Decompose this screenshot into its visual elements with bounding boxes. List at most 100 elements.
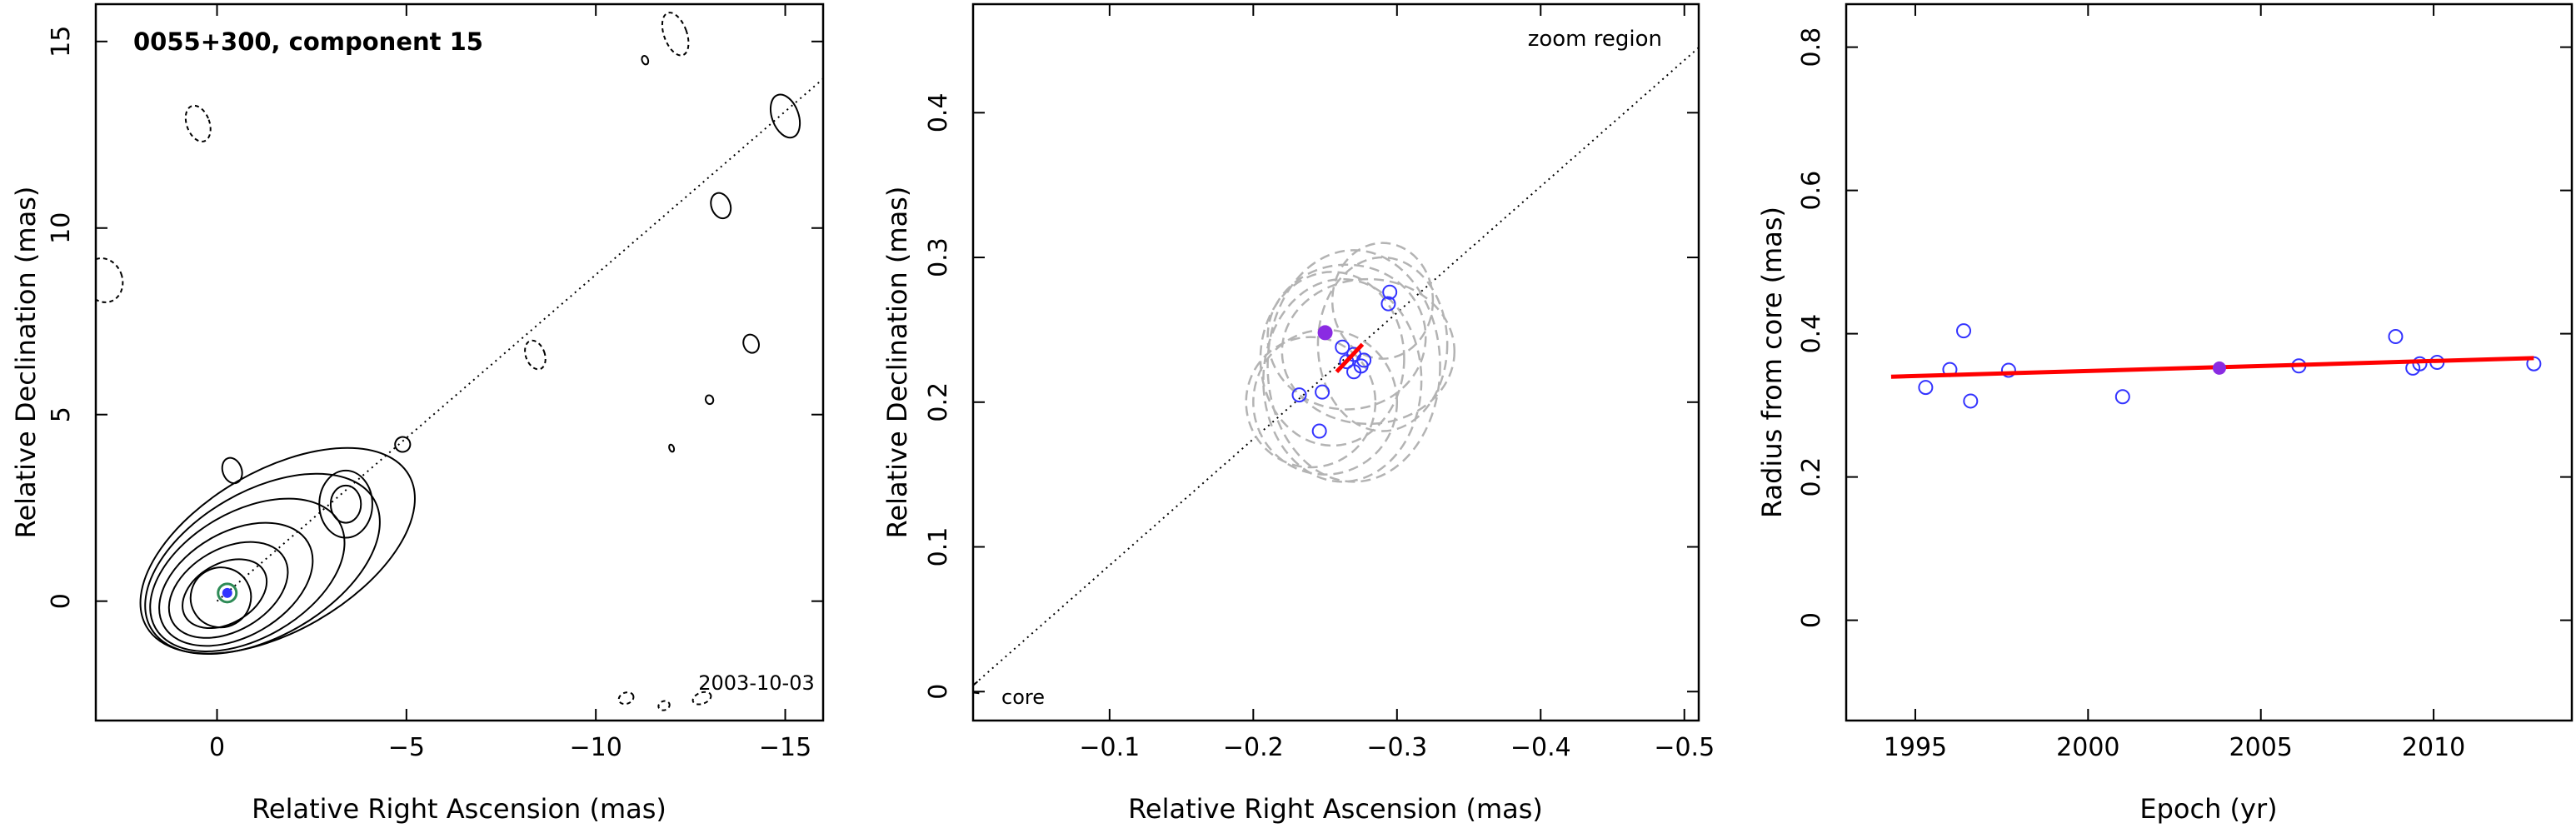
contour-island (704, 394, 715, 406)
negative-contour (96, 257, 124, 303)
p2-xtick-label: −0.1 (1079, 733, 1140, 762)
gaussian-size-ellipse (1262, 277, 1423, 483)
p3-ytick-label: 0 (1797, 612, 1826, 628)
radius-point (1956, 323, 1972, 339)
position-point (1315, 384, 1330, 400)
p2-xtick-label: −0.5 (1654, 733, 1715, 762)
p3-ytick-label: 0.4 (1797, 314, 1826, 354)
negative-contour (524, 339, 547, 371)
radius-point (2114, 389, 2130, 405)
p1-xtick-label: −15 (759, 733, 811, 762)
panel2-frame (971, 2, 1700, 722)
p3-xtick-label: 2010 (2402, 733, 2465, 762)
p3-ytick-label: 0.2 (1797, 457, 1826, 497)
position-point (1346, 364, 1362, 380)
p2-ytick-label: 0.4 (924, 92, 953, 132)
negative-contour (617, 691, 635, 706)
panel2-ylabel: Relative Declination (mas) (881, 187, 913, 539)
contour-island (710, 192, 732, 220)
panel2-core-label: core (1001, 686, 1045, 709)
contour-island (668, 443, 676, 453)
gaussian-size-ellipse (1316, 256, 1449, 432)
p1-ytick-label: 15 (47, 26, 76, 57)
p3-ytick-label: 0.8 (1797, 27, 1826, 67)
negative-contour (691, 691, 712, 706)
p1-ytick-label: 10 (47, 212, 76, 244)
panel2-ticks: −0.1 −0.2 −0.3 −0.4 −0.5 0 0.1 0.2 0.3 0.4 (924, 4, 1715, 762)
position-point (1335, 339, 1350, 355)
panel3-data (1890, 323, 2542, 409)
panel1-xlabel: Relative Right Ascension (mas) (252, 793, 666, 825)
gaussian-size-ellipse (1266, 263, 1427, 411)
jet-axis-line (973, 47, 1699, 687)
contour-level (167, 541, 289, 639)
radius-point (1918, 380, 1934, 396)
p3-xtick-label: 1995 (1884, 733, 1947, 762)
p3-xtick-label: 2005 (2229, 733, 2293, 762)
gaussian-size-ellipse (1259, 271, 1405, 447)
position-point (1311, 423, 1327, 439)
negative-contour (657, 700, 671, 711)
p1-xtick-label: 0 (209, 733, 225, 762)
p3-xtick-label: 2000 (2056, 733, 2119, 762)
panel2-zoom-label: zoom region (1528, 27, 1662, 52)
position-point (1291, 387, 1307, 403)
panel3-frame (1845, 2, 2574, 722)
panel1-ticks: 0 −5 −10 −15 0 5 10 15 (47, 4, 823, 762)
contour-level (144, 472, 381, 656)
component-marker (222, 587, 232, 598)
panel-contour-map: 0 −5 −10 −15 0 5 10 15 0055+300, component 15 2… (10, 2, 825, 825)
panel3-ylabel: Radius from core (mas) (1756, 207, 1788, 518)
p1-ytick-label: 5 (47, 407, 76, 422)
panel3-ticks: 1995 2000 2005 2010 0 0.2 0.4 0.6 0.8 (1797, 4, 2572, 762)
position-point (1356, 352, 1372, 368)
p2-ytick-label: 0.3 (924, 237, 953, 277)
panel1-title: 0055+300, component 15 (133, 27, 483, 56)
panel3-xlabel: Epoch (yr) (2139, 793, 2277, 825)
position-point (1382, 284, 1398, 300)
p2-xtick-label: −0.2 (1223, 733, 1284, 762)
p2-xtick-label: −0.3 (1366, 733, 1427, 762)
p1-xtick-label: −10 (570, 733, 622, 762)
panel1-frame (94, 2, 825, 722)
negative-contour (661, 12, 690, 57)
contour-level (318, 469, 373, 539)
panel2-xlabel: Relative Right Ascension (mas) (1128, 793, 1543, 825)
contour-island (221, 456, 243, 485)
radius-point (2000, 362, 2016, 378)
panel-zoom-region: −0.1 −0.2 −0.3 −0.4 −0.5 0 0.1 0.2 0.3 0.4 zoom r… (881, 2, 1715, 825)
gaussian-size-ellipse (1245, 336, 1377, 469)
p1-xtick-label: −5 (388, 733, 425, 762)
panel1-data (96, 12, 823, 711)
jet-axis-line (216, 77, 823, 602)
radius-point (2526, 356, 2542, 372)
contour-island (742, 333, 760, 354)
gaussian-size-ellipse (1330, 242, 1435, 360)
panel1-ylabel: Relative Declination (mas) (10, 187, 42, 539)
contour-level (189, 566, 252, 629)
gaussian-size-ellipse (1266, 249, 1441, 483)
contour-level (182, 558, 268, 630)
p2-ytick-label: 0 (924, 684, 953, 700)
contour-level (329, 484, 362, 524)
component-ring (217, 582, 238, 604)
position-point (1380, 296, 1396, 312)
radius-point (2412, 356, 2428, 372)
negative-contour (184, 104, 212, 142)
contour-island (394, 436, 412, 453)
panel2-data (973, 47, 1699, 695)
fit-trajectory (1335, 342, 1365, 374)
p3-ytick-label: 0.6 (1797, 171, 1826, 211)
contour-island (641, 54, 650, 66)
radius-point (2388, 329, 2404, 345)
panel-radius-vs-epoch: 1995 2000 2005 2010 0 0.2 0.4 0.6 0.8 Epoch (yr)… (1756, 2, 2574, 825)
p1-ytick-label: 0 (47, 593, 76, 609)
current-epoch-point (1317, 325, 1333, 341)
gaussian-size-ellipse (1281, 277, 1456, 426)
radius-point (1963, 393, 1979, 409)
current-epoch-point (2212, 361, 2226, 375)
contour-level (149, 497, 346, 652)
contour-level (158, 521, 314, 647)
p2-ytick-label: 0.1 (924, 527, 953, 567)
